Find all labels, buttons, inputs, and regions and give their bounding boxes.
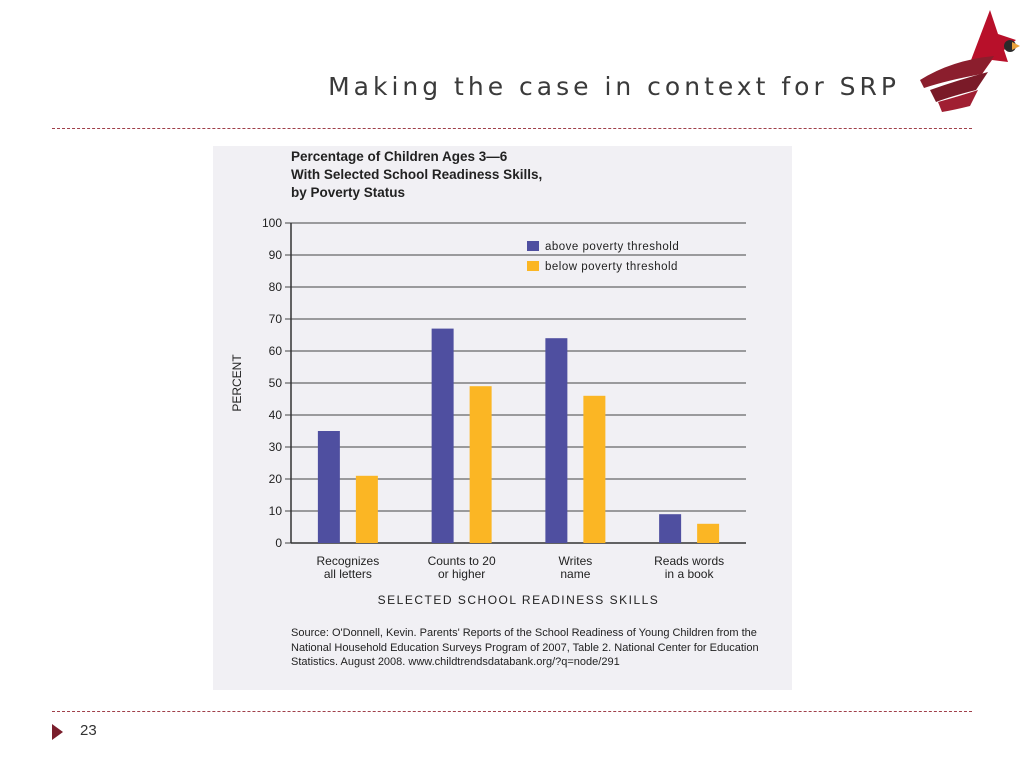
y-tick-label: 40 (269, 408, 283, 422)
legend-label: below poverty threshold (545, 261, 678, 273)
top-divider (52, 128, 972, 129)
x-tick-label: Writes (558, 554, 592, 568)
bar-below-2 (583, 395, 606, 543)
x-tick-label: Reads words (654, 554, 724, 568)
x-tick-label: all letters (324, 567, 372, 581)
legend-label: above poverty threshold (545, 241, 679, 253)
y-tick-label: 70 (269, 312, 283, 326)
cardinal-bird-icon (912, 10, 1020, 119)
x-tick-label: in a book (665, 567, 715, 581)
x-tick-label: Recognizes (317, 554, 380, 568)
bottom-divider (52, 711, 972, 712)
bar-below-0 (355, 475, 378, 543)
bar-below-3 (697, 523, 720, 543)
legend-swatch (527, 261, 539, 271)
x-axis-label: SELECTED SCHOOL READINESS SKILLS (378, 593, 660, 607)
y-axis-label: PERCENT (230, 354, 244, 412)
y-tick-label: 100 (262, 216, 282, 230)
page-number: 23 (80, 722, 97, 739)
legend-swatch (527, 241, 539, 251)
bar-above-3 (659, 514, 682, 543)
bar-below-1 (469, 386, 492, 543)
x-tick-label: name (560, 567, 590, 581)
y-tick-label: 0 (275, 536, 282, 550)
y-tick-label: 60 (269, 344, 283, 358)
chart-source: Source: O'Donnell, Kevin. Parents' Repor… (291, 627, 759, 668)
x-tick-label: or higher (438, 567, 485, 581)
page-arrow-icon (52, 724, 63, 740)
y-tick-label: 20 (269, 472, 283, 486)
bar-chart: 0102030405060708090100PERCENTRecognizesa… (230, 216, 746, 607)
bar-above-2 (545, 338, 568, 543)
y-tick-label: 30 (269, 440, 283, 454)
y-tick-label: 80 (269, 280, 283, 294)
bar-above-1 (431, 328, 454, 543)
slide-title: Making the case in context for SRP (328, 72, 900, 101)
chart-title: Percentage of Children Ages 3—6 With Sel… (291, 149, 543, 200)
bar-above-0 (317, 431, 340, 543)
x-tick-label: Counts to 20 (428, 554, 496, 568)
chart-figure: Percentage of Children Ages 3—6 With Sel… (213, 146, 792, 690)
y-tick-label: 10 (269, 504, 283, 518)
y-tick-label: 50 (269, 376, 283, 390)
y-tick-label: 90 (269, 248, 283, 262)
